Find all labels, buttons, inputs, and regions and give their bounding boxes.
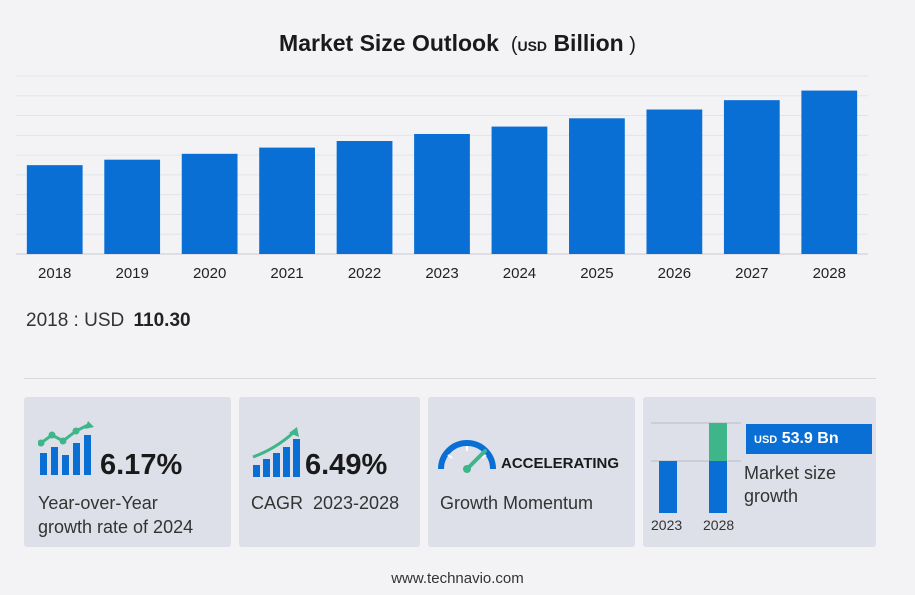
- growth-chart-icon: [38, 421, 94, 475]
- bar-2022: [336, 140, 393, 254]
- size-label-1: Market size: [744, 463, 837, 483]
- base-year-value: 2018 : USD 110.30: [26, 310, 191, 332]
- cagr-card: 6.49% CAGR 2023-2028: [239, 397, 420, 547]
- x-tick-2025: 2025: [580, 265, 613, 282]
- x-tick-2028: 2028: [813, 265, 846, 282]
- size-label: Market size growth: [744, 462, 836, 508]
- chart-x-ticks: 2018 2019 2020 2021 2022 2023 2024 2025 2026 2027…: [38, 265, 846, 282]
- size-year-end: 2028: [703, 517, 735, 533]
- bar-2018: [26, 165, 83, 254]
- x-tick-2022: 2022: [348, 265, 381, 282]
- size-badge-prefix: USD: [754, 434, 778, 446]
- x-tick-2019: 2019: [115, 265, 148, 282]
- momentum-card: ACCELERATING Growth Momentum: [428, 397, 635, 547]
- size-badge-value: 53.9 Bn: [781, 430, 839, 447]
- bar-2028: [801, 90, 858, 254]
- bar-2019: [104, 159, 161, 254]
- section-divider: [24, 378, 876, 379]
- chart-title-text: Market Size Outlook: [279, 30, 499, 56]
- x-tick-2023: 2023: [425, 265, 458, 282]
- rising-bars-icon: [252, 427, 300, 477]
- speedometer-icon: [438, 440, 496, 473]
- mini-bar-2023: [659, 461, 677, 513]
- yoy-label-2: growth rate of 2024: [38, 517, 194, 537]
- x-tick-2018: 2018: [38, 265, 71, 282]
- size-card: 2023 2028: [643, 397, 876, 547]
- cagr-value: 6.49%: [305, 449, 388, 481]
- bar-2021: [259, 147, 315, 254]
- bar-2027: [723, 100, 780, 254]
- base-year-number: 110.30: [133, 310, 191, 331]
- chart-title: Market Size Outlook (USD Billion ): [0, 30, 915, 57]
- size-label-2: growth: [744, 486, 799, 506]
- momentum-label: Growth Momentum: [440, 493, 594, 513]
- unit-prefix: USD: [517, 38, 548, 54]
- size-badge: USD 53.9 Bn: [746, 424, 872, 454]
- bar-2020: [181, 153, 238, 254]
- bar-chart: 2018 2019 2020 2021 2022 2023 2024 2025 2026 2027…: [16, 75, 868, 282]
- footer-url: www.technavio.com: [391, 570, 524, 587]
- mini-bar-2028: [709, 461, 727, 513]
- yoy-label-1: Year-over-Year: [38, 493, 158, 513]
- size-year-start: 2023: [651, 517, 683, 533]
- x-tick-2020: 2020: [193, 265, 226, 282]
- bar-2025: [569, 118, 625, 254]
- cagr-label: CAGR 2023-2028: [251, 493, 400, 513]
- x-tick-2026: 2026: [658, 265, 691, 282]
- x-tick-2021: 2021: [270, 265, 303, 282]
- bar-2024: [491, 126, 548, 254]
- mini-bar-growth: [709, 423, 727, 461]
- base-year-label: 2018 : USD: [26, 310, 125, 331]
- size-growth-mini-chart: [651, 422, 741, 513]
- unit-open-paren: (: [505, 34, 518, 56]
- unit-close-paren: ): [623, 34, 636, 56]
- x-tick-2024: 2024: [503, 265, 536, 282]
- x-tick-2027: 2027: [735, 265, 768, 282]
- yoy-card: 6.17% Year-over-Year growth rate of 2024: [24, 397, 231, 547]
- chart-bars: [26, 90, 858, 254]
- bar-2023: [414, 133, 470, 254]
- unit-text: Billion: [553, 30, 624, 56]
- yoy-value: 6.17%: [100, 449, 183, 481]
- bar-2026: [646, 109, 703, 254]
- momentum-value: ACCELERATING: [501, 455, 620, 472]
